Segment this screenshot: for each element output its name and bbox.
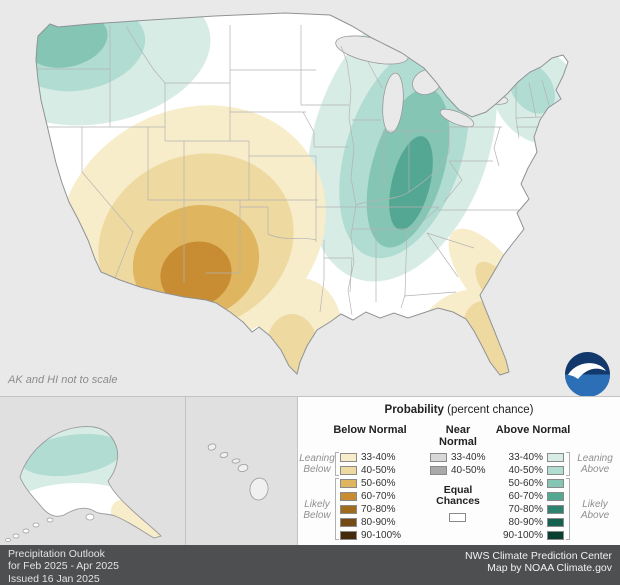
island-hawaii-big — [249, 477, 269, 501]
color-swatch — [430, 465, 447, 475]
noaa-logo — [565, 352, 610, 397]
leaning-below-label: Leaning Below — [299, 453, 335, 475]
island — [46, 517, 54, 523]
footer-left: Precipitation Outlook for Feb 2025 - Apr… — [8, 548, 119, 585]
footer-title: Precipitation Outlook — [8, 548, 105, 560]
island — [237, 463, 249, 473]
alaska-inset-panel — [0, 396, 186, 545]
legend-row: 50-60% — [501, 477, 564, 489]
footer-right: NWS Climate Prediction Center Map by NOA… — [465, 550, 612, 575]
legend-row: 70-80% — [340, 503, 395, 515]
color-swatch — [340, 504, 357, 514]
color-swatch — [547, 465, 564, 475]
legend-row: 33-40% — [501, 451, 564, 463]
island — [207, 443, 217, 451]
color-swatch — [547, 491, 564, 501]
hawaii-inset-panel — [186, 396, 298, 545]
legend-row: 60-70% — [501, 490, 564, 502]
color-swatch — [340, 478, 357, 488]
legend-row: 40-50% — [430, 464, 485, 476]
legend-row: 70-80% — [501, 503, 564, 515]
footer-period: for Feb 2025 - Apr 2025 — [8, 560, 119, 573]
color-swatch — [547, 517, 564, 527]
alaska-outline — [19, 426, 162, 539]
likely-below-bracket — [335, 478, 339, 540]
leaning-above-bracket — [566, 452, 570, 476]
footer-issued: Issued 16 Jan 2025 — [8, 572, 100, 585]
lake-ontario — [479, 93, 509, 105]
near-normal-header: Near Normal — [439, 424, 477, 448]
legend-row: 40-50% — [501, 464, 564, 476]
likely-below-label: Likely Below — [303, 499, 331, 521]
footer-source: NWS Climate Prediction Center — [464, 550, 612, 562]
alaska-map — [5, 426, 162, 542]
color-swatch — [547, 504, 564, 514]
legend-row: 33-40% — [430, 451, 485, 463]
footer-bar: Precipitation Outlook for Feb 2025 - Apr… — [0, 545, 620, 585]
likely-above-bracket — [566, 478, 570, 540]
seagull-icon — [568, 363, 606, 379]
legend-title-suffix: (percent chance) — [443, 404, 534, 416]
conus-map — [35, 12, 569, 376]
above-normal-region-midwest — [306, 13, 498, 282]
leaning-above-label: Leaning Above — [577, 453, 613, 475]
hawaiian-islands — [207, 443, 269, 501]
contour-band — [266, 314, 318, 375]
us-outline — [35, 12, 569, 376]
kodiak-island — [85, 513, 95, 521]
island — [231, 458, 241, 464]
island — [22, 528, 30, 534]
lake-michigan — [382, 72, 404, 134]
state-borders — [36, 25, 552, 316]
island — [219, 451, 229, 459]
color-swatch — [547, 478, 564, 488]
lake-erie — [439, 108, 475, 128]
below-normal-header: Below Normal — [333, 424, 407, 436]
likely-above-label: Likely Above — [580, 499, 610, 521]
legend-row: 80-90% — [340, 516, 395, 528]
color-swatch — [547, 452, 564, 462]
color-swatch — [340, 452, 357, 462]
island — [32, 522, 40, 528]
equal-chances-label: Equal Chances — [436, 484, 480, 507]
contour-band — [20, 433, 124, 477]
legend-panel: Probability (percent chance) Below Norma… — [298, 396, 620, 545]
color-swatch — [340, 491, 357, 501]
conus-map-area: AK and HI not to scale — [8, 12, 569, 386]
contour-band — [389, 136, 433, 230]
leaning-below-bracket — [335, 452, 339, 476]
color-swatch — [430, 452, 447, 462]
color-swatch — [340, 530, 357, 540]
legend-row: 80-90% — [501, 516, 564, 528]
equal-chances-swatch — [449, 513, 466, 522]
noaa-logo-ocean — [565, 374, 610, 397]
legend-title: Probability (percent chance) — [298, 404, 620, 416]
color-swatch — [340, 517, 357, 527]
aleutian-islands — [5, 513, 95, 542]
color-swatch — [547, 530, 564, 540]
above-normal-header: Above Normal — [495, 424, 571, 436]
legend-row: 40-50% — [340, 464, 395, 476]
legend-row: 90-100% — [501, 529, 564, 541]
legend-row: 60-70% — [340, 490, 395, 502]
legend-row: 33-40% — [340, 451, 395, 463]
scale-note: AK and HI not to scale — [8, 374, 118, 386]
hawaii-map — [207, 443, 269, 501]
legend-row: 90-100% — [340, 529, 401, 541]
footer-credit: Map by NOAA Climate.gov — [487, 562, 612, 575]
legend-row: 50-60% — [340, 477, 395, 489]
legend-title-word: Probability — [384, 404, 444, 416]
island — [5, 538, 11, 542]
color-swatch — [340, 465, 357, 475]
island — [12, 533, 20, 539]
contour-band — [160, 241, 232, 307]
